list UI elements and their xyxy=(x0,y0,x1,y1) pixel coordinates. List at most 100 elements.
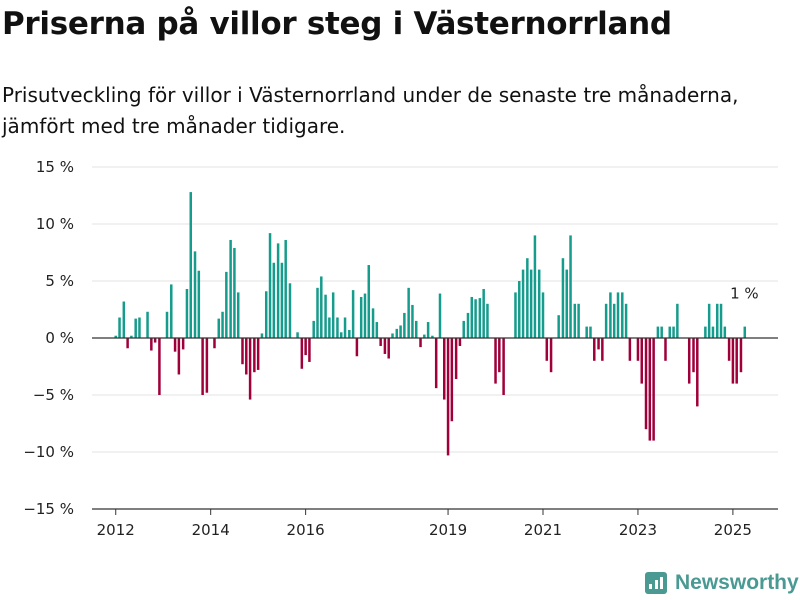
bar xyxy=(609,292,612,338)
bar xyxy=(450,338,454,422)
bar xyxy=(612,303,616,338)
bar xyxy=(336,317,339,338)
annotation-label: 1 % xyxy=(730,285,759,303)
bar xyxy=(359,296,363,338)
bar xyxy=(245,338,248,375)
bar xyxy=(621,292,624,338)
x-tick-label: 2012 xyxy=(97,521,135,539)
x-tick-label: 2016 xyxy=(287,521,325,539)
bar xyxy=(636,338,640,361)
newsworthy-logo-icon xyxy=(645,572,667,594)
y-tick-label: −10 % xyxy=(23,443,74,461)
bar xyxy=(604,303,608,338)
bar xyxy=(628,338,632,361)
bar xyxy=(130,335,133,338)
bar xyxy=(395,328,399,338)
bar xyxy=(549,338,553,373)
bar xyxy=(351,290,355,338)
bar xyxy=(197,270,201,338)
bar xyxy=(743,326,747,338)
bar xyxy=(644,338,648,430)
bar xyxy=(233,247,236,338)
bar xyxy=(256,338,260,370)
bar xyxy=(668,326,672,338)
bar xyxy=(498,338,501,373)
bar xyxy=(189,192,192,338)
bar xyxy=(241,338,244,365)
bar xyxy=(466,312,470,338)
bar xyxy=(173,338,177,352)
y-axis-labels: 15 % 10 % 5 % 0 % −5 % −10 % −15 % xyxy=(23,158,74,518)
bar xyxy=(193,251,197,338)
bar xyxy=(158,338,161,395)
bar xyxy=(597,338,600,350)
bar xyxy=(589,326,592,338)
bar xyxy=(253,338,256,373)
bar xyxy=(660,326,663,338)
bar xyxy=(122,301,126,338)
annotation: 1 % xyxy=(730,285,759,303)
bar xyxy=(692,338,695,373)
y-tick-label: 5 % xyxy=(45,272,74,290)
bar xyxy=(656,326,660,338)
bar xyxy=(411,304,414,338)
bar xyxy=(494,338,497,384)
bar xyxy=(339,332,343,338)
bar xyxy=(541,292,545,338)
bar xyxy=(355,338,359,357)
bar xyxy=(126,338,129,349)
bar xyxy=(585,326,588,338)
bar xyxy=(593,338,596,361)
bar xyxy=(296,332,299,338)
bar xyxy=(165,311,169,338)
bar xyxy=(423,334,426,338)
bar xyxy=(276,243,280,338)
bar xyxy=(526,258,529,338)
bar xyxy=(363,293,367,338)
y-tick-label: 15 % xyxy=(36,158,74,176)
bar xyxy=(146,311,149,338)
y-tick-label: 10 % xyxy=(36,215,74,233)
bar xyxy=(715,303,719,338)
bar xyxy=(454,338,458,380)
bar xyxy=(601,338,604,361)
bar xyxy=(304,338,307,356)
bar xyxy=(177,338,181,375)
bar xyxy=(320,276,323,338)
bar xyxy=(288,283,292,338)
bar xyxy=(431,335,434,338)
bar xyxy=(462,320,465,338)
bar xyxy=(735,338,738,384)
bar xyxy=(696,338,699,407)
bar xyxy=(272,262,276,338)
bar xyxy=(300,338,304,369)
x-axis: 2012 2014 2016 2019 2021 2023 2025 xyxy=(92,508,778,539)
bar xyxy=(648,338,652,441)
bar xyxy=(711,326,715,338)
bar xyxy=(331,292,335,338)
bar xyxy=(221,311,224,338)
bar xyxy=(533,235,537,338)
bar xyxy=(687,338,691,384)
bar xyxy=(118,317,121,338)
bar xyxy=(236,292,240,338)
bar xyxy=(379,338,382,346)
bar xyxy=(134,318,137,338)
bar xyxy=(719,303,723,338)
bar xyxy=(561,258,565,338)
bar xyxy=(443,338,446,400)
x-tick-label: 2023 xyxy=(619,521,657,539)
bar xyxy=(676,303,679,338)
bar xyxy=(727,338,731,361)
bar xyxy=(624,303,628,338)
bar xyxy=(573,303,577,338)
bar xyxy=(185,288,189,338)
bar xyxy=(565,269,568,338)
bar xyxy=(114,335,117,338)
bar xyxy=(426,322,430,338)
x-tick-label: 2019 xyxy=(429,521,467,539)
x-tick-label: 2014 xyxy=(192,521,230,539)
bar xyxy=(664,338,667,361)
chart-subtitle: Prisutveckling för villor i Västernorrla… xyxy=(2,83,739,138)
